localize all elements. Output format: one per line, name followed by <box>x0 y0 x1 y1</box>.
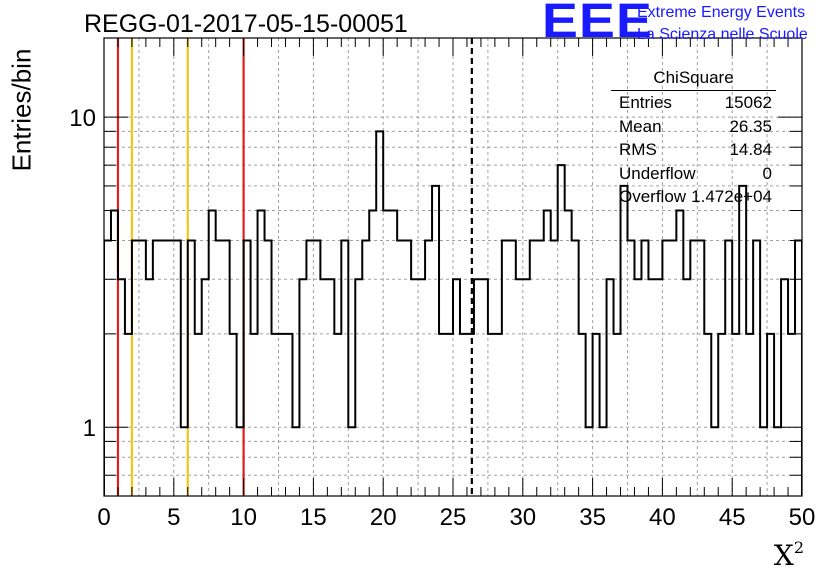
stats-row-rms: RMS 14.84 <box>611 138 776 162</box>
stats-box: ChiSquare Entries 15062 Mean 26.35 RMS 14.8… <box>611 66 776 209</box>
chart-title: REGG-01-2017-05-15-00051 <box>84 10 408 38</box>
stats-row-underflow: Underflow 0 <box>611 162 776 186</box>
logo-line-1: Extreme Energy Events <box>637 4 806 21</box>
stats-key: Mean <box>619 116 662 136</box>
x-axis-label-sup: 2 <box>793 538 804 557</box>
eee-logo: EEE Extreme Energy Events La Scienza nel… <box>542 0 832 48</box>
stats-value: 15062 <box>724 93 772 112</box>
x-tick-label: 25 <box>440 504 467 531</box>
x-tick-label: 50 <box>789 504 816 531</box>
histogram-series <box>104 130 802 496</box>
x-tick-label: 0 <box>97 504 110 531</box>
x-tick-label: 5 <box>167 504 180 531</box>
stats-row-entries: Entries 15062 <box>611 91 776 115</box>
x-tick-label: 20 <box>370 504 397 531</box>
stats-value: 1.472e+04 <box>691 187 772 206</box>
x-tick-label: 45 <box>719 504 746 531</box>
x-tick-label: 35 <box>579 504 606 531</box>
y-tick-label: 10 <box>69 105 96 132</box>
stats-key: Underflow <box>619 163 696 183</box>
stats-key: Entries <box>619 93 672 112</box>
stats-row-overflow: Overflow 1.472e+04 <box>611 185 776 209</box>
x-tick-label: 40 <box>649 504 676 531</box>
y-axis-label: Entries/bin <box>6 48 37 172</box>
logo-line-2: La Scienza nelle Scuole <box>637 26 808 43</box>
y-tick-label: 1 <box>83 415 96 442</box>
x-tick-label: 15 <box>300 504 327 531</box>
logo-mark: EEE <box>542 0 653 48</box>
stats-key: RMS <box>619 140 657 159</box>
x-axis-label-text: X <box>773 539 794 572</box>
x-tick-label: 30 <box>509 504 536 531</box>
stats-key: Overflow <box>619 187 687 206</box>
stats-row-mean: Mean 26.35 <box>611 115 776 139</box>
x-tick-label: 10 <box>230 504 257 531</box>
stats-value: 14.84 <box>729 140 772 159</box>
stats-value: 0 <box>762 163 772 183</box>
x-axis-label: X2 <box>774 538 804 572</box>
stats-title: ChiSquare <box>611 66 776 91</box>
stats-value: 26.35 <box>729 116 772 136</box>
